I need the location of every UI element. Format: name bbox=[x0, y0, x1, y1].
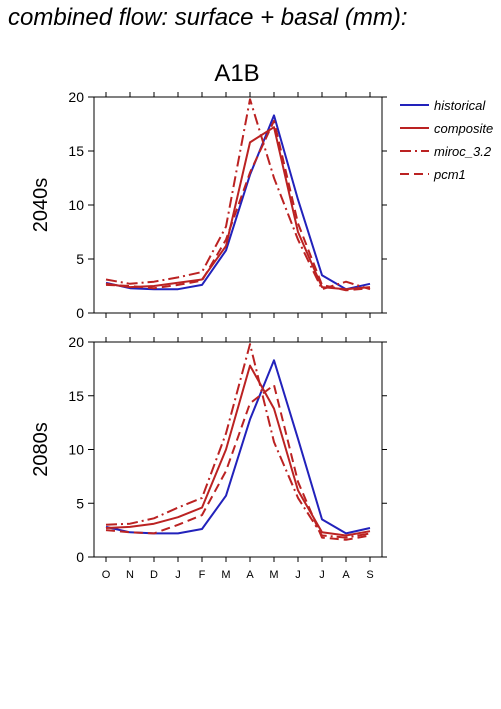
legend-label-historical: historical bbox=[434, 98, 486, 113]
legend: historical composite miroc_3.2 pcm1 bbox=[400, 98, 493, 182]
y-tick-label: 0 bbox=[76, 305, 84, 321]
x-tick-label: J bbox=[319, 569, 325, 581]
legend-label-miroc_3.2: miroc_3.2 bbox=[434, 144, 492, 159]
y-tick-label: 0 bbox=[76, 549, 84, 565]
y-tick-label: 10 bbox=[68, 197, 84, 213]
x-tick-label: M bbox=[269, 569, 278, 581]
plot-frame bbox=[93, 96, 383, 314]
x-tick-label: S bbox=[366, 569, 373, 581]
series-line-miroc_3.2 bbox=[105, 98, 371, 291]
y-axis-label-2040s: 2040s bbox=[30, 178, 52, 233]
legend-label-composite: composite bbox=[434, 121, 493, 136]
x-tick-label: N bbox=[126, 569, 134, 581]
x-tick-label: A bbox=[342, 569, 350, 581]
panels: 0 5 10 15 20 2040s 0 5 10 15 20 O N D J F M A M J J A S 2080s bbox=[30, 89, 387, 581]
series-line-composite bbox=[105, 126, 371, 291]
legend-label-pcm1: pcm1 bbox=[433, 167, 466, 182]
panel-2040s: 0 5 10 15 20 2040s bbox=[30, 89, 387, 321]
y-tick-label: 20 bbox=[68, 334, 84, 350]
plot-frame bbox=[93, 341, 383, 558]
x-tick-label: M bbox=[221, 569, 230, 581]
x-tick-label: A bbox=[246, 569, 254, 581]
series-line-historical bbox=[105, 114, 371, 291]
series-line-miroc_3.2 bbox=[105, 343, 371, 539]
y-tick-label: 15 bbox=[68, 143, 84, 159]
series-line-composite bbox=[105, 364, 371, 537]
series-line-pcm1 bbox=[105, 119, 371, 292]
chart-title: A1B bbox=[214, 60, 259, 87]
page-title: combined flow: surface + basal (mm): bbox=[8, 4, 408, 31]
y-axis-label-2080s: 2080s bbox=[30, 422, 52, 477]
y-tick-label: 20 bbox=[68, 89, 84, 105]
x-tick-label: F bbox=[199, 569, 206, 581]
panel-2080s: 0 5 10 15 20 O N D J F M A M J J A S 2080s bbox=[30, 334, 387, 581]
x-tick-label: O bbox=[102, 569, 111, 581]
y-tick-label: 5 bbox=[76, 251, 84, 267]
y-tick-label: 10 bbox=[68, 442, 84, 458]
x-tick-label: J bbox=[175, 569, 181, 581]
y-tick-label: 5 bbox=[76, 495, 84, 511]
x-tick-label: J bbox=[295, 569, 301, 581]
y-tick-label: 15 bbox=[68, 388, 84, 404]
series-line-pcm1 bbox=[105, 384, 371, 541]
x-tick-label: D bbox=[150, 569, 158, 581]
